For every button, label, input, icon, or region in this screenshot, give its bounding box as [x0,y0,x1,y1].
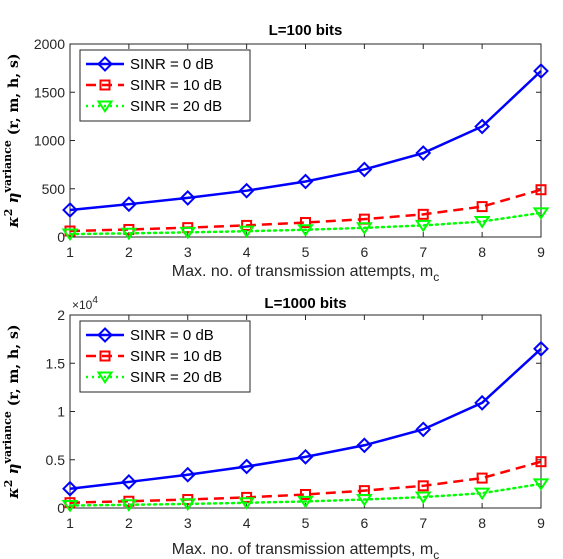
x-axis-label-subscript: c [433,270,439,284]
y-axis-label-part: η [4,192,22,208]
chart-panel-1: 1 2 3 4 5 6 7 8 9 0 500 1000 1500 2000 L=100 bits Max. … [1,22,548,284]
y-axis-label-part: η [4,463,22,479]
x-tick-label: 4 [243,244,251,260]
y-tick-label: 500 [42,181,66,197]
legend-entry: SINR = 20 dB [130,369,222,386]
x-tick-label: 8 [478,244,486,260]
x-tick-label: 6 [360,515,368,531]
x-axis-label: Max. no. of transmission attempts, mc [172,263,439,284]
y-axis-label-part: (r, m, h, s) [6,54,22,141]
x-tick-label: 5 [302,515,310,531]
x-tick-label: 6 [360,244,368,260]
chart-title: L=1000 bits [264,295,346,312]
x-tick-label: 3 [184,515,192,531]
y-axis-label-part: 2 [2,209,15,217]
y-axis-label-part: κ [4,216,22,228]
chart-panel-2: 1 2 3 4 5 6 7 8 9 0 0.5 1 1.5 2 ×104 L=1000 bits Max. no… [1,295,548,559]
x-tick-label: 2 [125,515,133,531]
y-axis-label-part: variance [1,411,14,464]
legend-entry: SINR = 10 dB [130,348,222,365]
legend: SINR = 0 dB SINR = 10 dB SINR = 20 dB [80,321,250,392]
x-axis-label-subscript: c [433,548,439,559]
x-tick-label: 9 [537,244,545,260]
y-tick-label: 0.5 [46,452,66,468]
y-tick-label: 1.5 [46,355,66,371]
y-tick-label: 1000 [34,133,65,149]
x-tick-label: 1 [66,244,74,260]
x-tick-label: 8 [478,515,486,531]
x-axis-label: Max. no. of transmission attempts, mc [172,541,439,559]
x-tick-label: 7 [419,244,427,260]
y-tick-label: 1500 [34,84,65,100]
legend-entry: SINR = 10 dB [130,77,222,94]
x-tick-label: 2 [125,244,133,260]
y-axis-label: κ2 ηvariance (r, m, h, s) [1,325,22,500]
y-axis-label-part: (r, m, h, s) [6,325,22,412]
x-tick-label: 1 [66,515,74,531]
x-tick-label: 7 [419,515,427,531]
legend-entry: SINR = 0 dB [130,327,214,344]
y-axis-label-part: 2 [2,480,15,488]
y-axis-label-part: variance [1,140,14,193]
x-tick-label: 4 [243,515,251,531]
y-tick-label: 2 [57,307,65,323]
x-tick-label: 5 [302,244,310,260]
y-axis-label: κ2 ηvariance (r, m, h, s) [1,54,22,229]
y-tick-label: 1 [57,404,65,420]
x-tick-label: 3 [184,244,192,260]
x-tick-label: 9 [537,515,545,531]
legend: SINR = 0 dB SINR = 10 dB SINR = 20 dB [80,50,250,121]
y-exponent-label: ×104 [72,295,98,312]
y-exponent-power: 4 [92,295,98,306]
legend-entry: SINR = 0 dB [130,56,214,73]
y-axis-label-part: κ [4,487,22,499]
y-tick-label: 2000 [34,36,65,52]
chart-title: L=100 bits [269,22,343,39]
legend-entry: SINR = 20 dB [130,98,222,115]
